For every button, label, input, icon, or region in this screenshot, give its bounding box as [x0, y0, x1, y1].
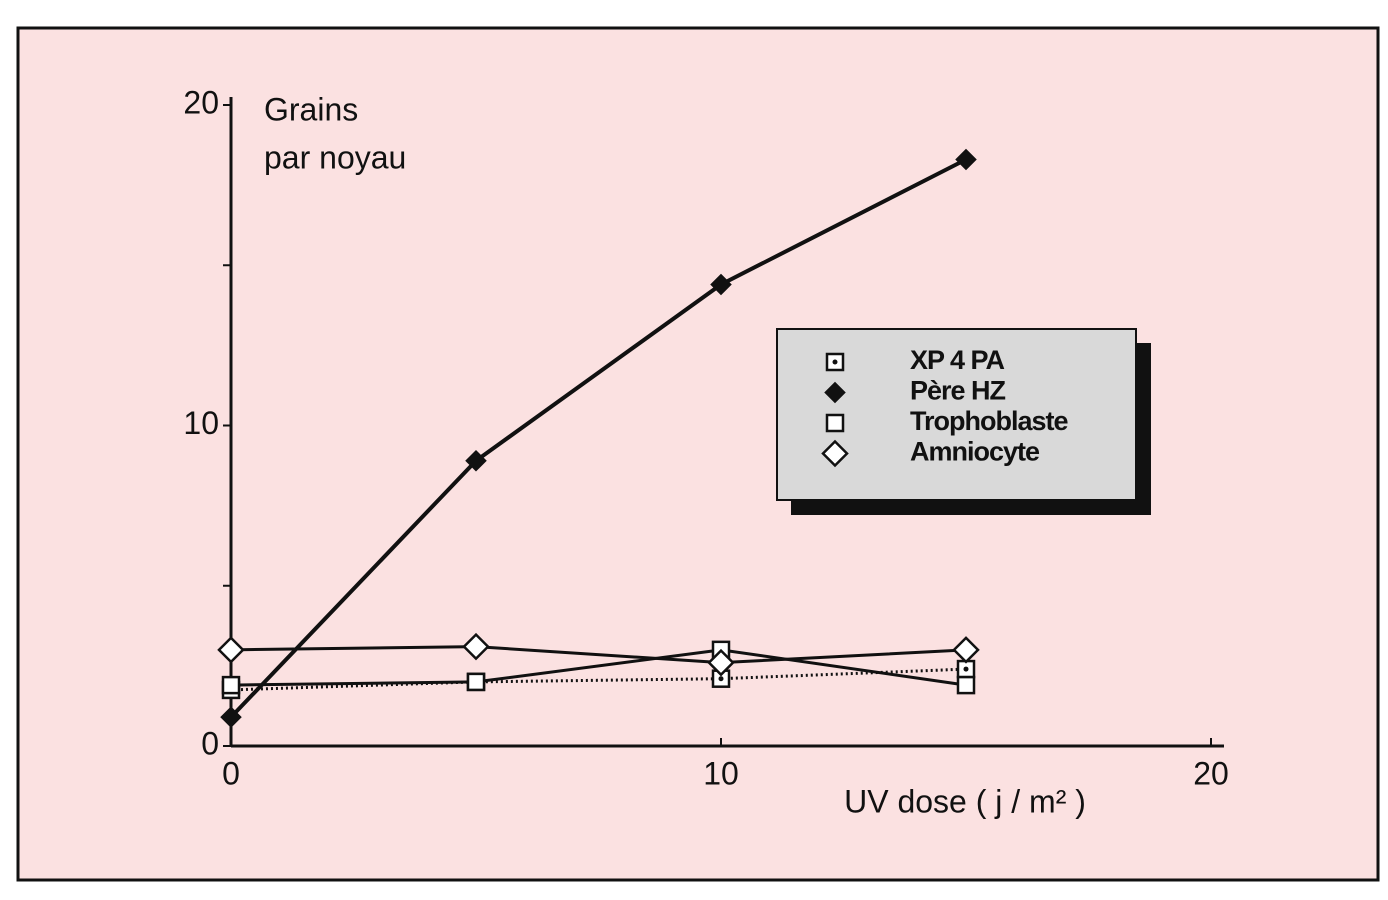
- marker: [955, 148, 977, 171]
- y-tick-label: 0: [201, 725, 219, 761]
- y-tick-label: 20: [183, 84, 219, 120]
- marker: [710, 273, 732, 296]
- marker-dot: [718, 676, 724, 682]
- series-line: [230, 645, 967, 665]
- marker: [825, 413, 845, 433]
- marker: [707, 648, 735, 677]
- marker-dot: [832, 359, 838, 365]
- x-tick-label: 10: [703, 755, 739, 791]
- y-axis-label: Grains: [264, 91, 358, 127]
- legend-label: Trophoblaste: [910, 406, 1068, 436]
- marker: [221, 675, 241, 695]
- marker: [465, 449, 487, 472]
- legend-label: Père HZ: [910, 376, 1006, 406]
- marker: [956, 675, 976, 695]
- marker: [462, 632, 490, 661]
- series-line: [229, 157, 967, 719]
- marker: [220, 706, 242, 728]
- marker: [821, 439, 849, 468]
- marker: [466, 672, 486, 692]
- marker: [952, 636, 980, 664]
- y-tick-label: 10: [183, 405, 219, 441]
- marker: [217, 636, 245, 664]
- marker-dot: [963, 666, 969, 672]
- series-line: [230, 648, 967, 687]
- legend-label: Amniocyte: [910, 437, 1040, 467]
- frame: [16, 26, 1380, 882]
- x-tick-label: 20: [1193, 755, 1229, 791]
- legend-label: XP 4 PA: [910, 345, 1005, 375]
- marker: [824, 381, 846, 404]
- x-tick-label: 0: [222, 755, 240, 791]
- x-axis-label: UV dose ( j / m² ): [844, 783, 1086, 819]
- y-axis-label: par noyau: [264, 139, 406, 175]
